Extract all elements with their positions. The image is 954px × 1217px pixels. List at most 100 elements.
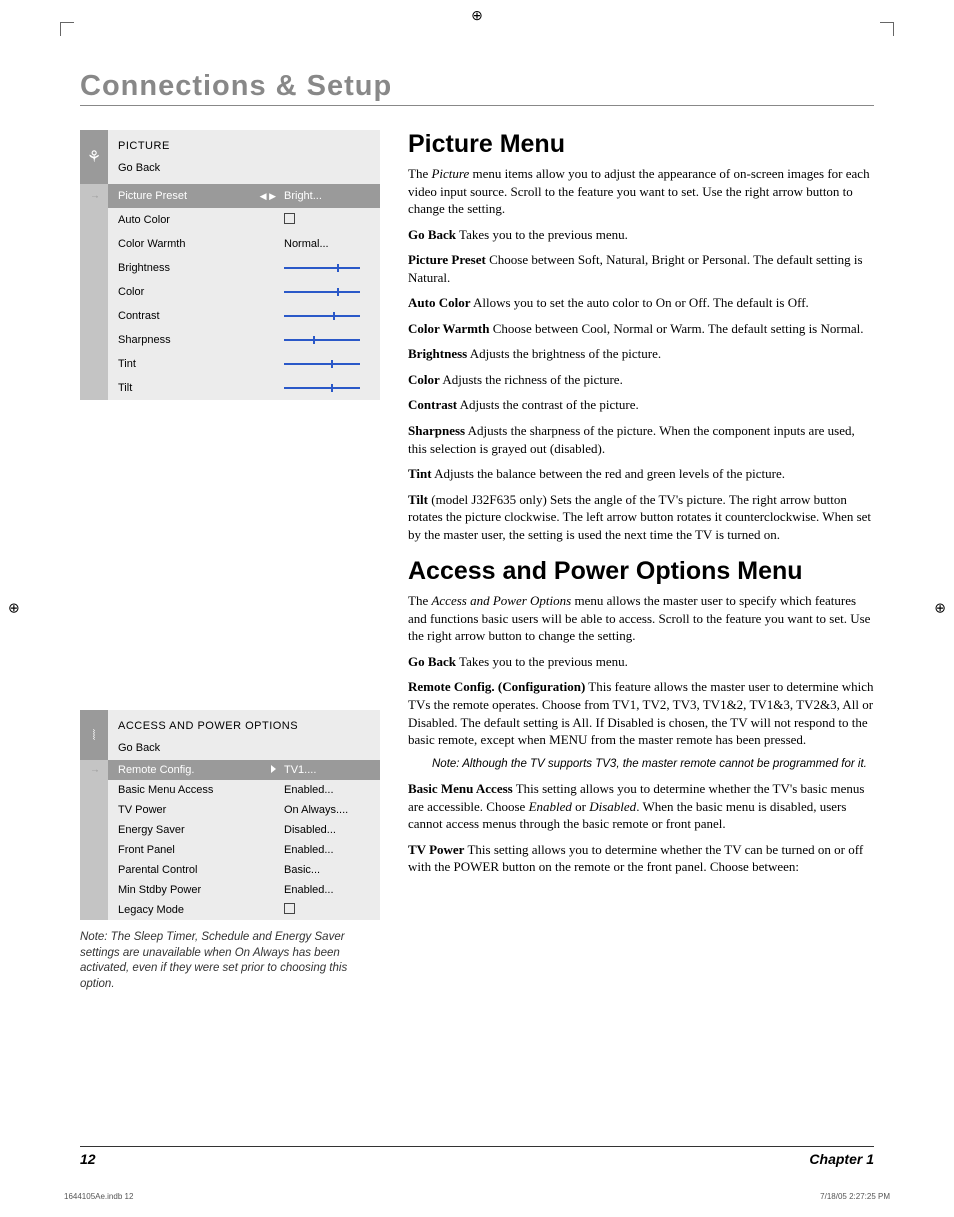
right-column: Picture Menu The Picture menu items allo… [408, 130, 874, 992]
rc-bold: Remote Config. (Configuration) [408, 679, 585, 694]
crop-mark-right: ⊕ [934, 600, 946, 617]
access-intro: The Access and Power Options menu allows… [408, 592, 874, 645]
picture-row-tilt[interactable]: Tilt [80, 376, 380, 400]
row-value: Enabled... [284, 784, 370, 796]
row-value [284, 267, 370, 269]
two-column-layout: ⚘ PICTURE Go Back → Picture Preset ◀ ▶ B… [80, 130, 874, 992]
row-label: Basic Menu Access [118, 784, 284, 796]
row-leftbar [80, 840, 108, 860]
slider-track[interactable] [284, 387, 360, 389]
access-menu-card: ⦚ ACCESS AND POWER OPTIONS Go Back → Rem… [80, 710, 380, 920]
access-row-parental-control[interactable]: Parental ControlBasic... [80, 860, 380, 880]
row-value [284, 363, 370, 365]
print-marks: 1644105Ae.indb 12 7/18/05 2:27:25 PM [64, 1192, 890, 1201]
row-leftbar [80, 860, 108, 880]
cw-text: Choose between Cool, Normal or Warm. The… [490, 321, 864, 336]
tvp-bold: TV Power [408, 842, 464, 857]
tv-power-item: TV Power This setting allows you to dete… [408, 841, 874, 876]
picture-menu-title: PICTURE [118, 140, 370, 152]
goback-text: Takes you to the previous menu. [456, 227, 628, 242]
row-label: TV Power [118, 804, 284, 816]
checkbox-icon[interactable] [284, 903, 295, 914]
tvp-text: This setting allows you to determine whe… [408, 842, 863, 875]
row-value: On Always.... [284, 804, 370, 816]
sharpness-item: Sharpness Adjusts the sharpness of the p… [408, 422, 874, 457]
ac-bold: Auto Color [408, 295, 470, 310]
picture-preset-value: Bright... [284, 190, 370, 202]
slider-thumb[interactable] [331, 360, 333, 368]
picture-row-color-warmth[interactable]: Color WarmthNormal... [80, 232, 380, 256]
picture-row-contrast[interactable]: Contrast [80, 304, 380, 328]
row-value [284, 291, 370, 293]
slider-thumb[interactable] [313, 336, 315, 344]
row-label: Color Warmth [118, 238, 284, 250]
slider-track[interactable] [284, 339, 360, 341]
tilt-item: Tilt (model J32F635 only) Sets the angle… [408, 491, 874, 544]
sh-text: Adjusts the sharpness of the picture. Wh… [408, 423, 855, 456]
corner-mark-tr [880, 22, 894, 36]
row-leftbar [80, 376, 108, 400]
slider-track[interactable] [284, 291, 360, 293]
access-row-basic-menu-access[interactable]: Basic Menu AccessEnabled... [80, 780, 380, 800]
row-label: Parental Control [118, 864, 284, 876]
picture-preset-item: Picture Preset Choose between Soft, Natu… [408, 251, 874, 286]
remote-config-item: Remote Config. (Configuration) This feat… [408, 678, 874, 748]
left-column: ⚘ PICTURE Go Back → Picture Preset ◀ ▶ B… [80, 130, 380, 992]
picture-row-brightness[interactable]: Brightness [80, 256, 380, 280]
remote-config-row[interactable]: → Remote Config. TV1.... [80, 760, 380, 780]
picture-preset-row[interactable]: → Picture Preset ◀ ▶ Bright... [80, 184, 380, 208]
ti-text: Adjusts the balance between the red and … [432, 466, 785, 481]
section-title: Connections & Setup [80, 70, 874, 106]
picture-row-auto-color[interactable]: Auto Color [80, 208, 380, 232]
row-leftbar [80, 800, 108, 820]
slider-track[interactable] [284, 363, 360, 365]
page-footer: 12 Chapter 1 [80, 1146, 874, 1167]
row-leftbar [80, 280, 108, 304]
picture-row-sharpness[interactable]: Sharpness [80, 328, 380, 352]
triangle-right-icon [271, 764, 276, 776]
row-label: Tilt [118, 382, 284, 394]
access-row-legacy-mode[interactable]: Legacy Mode [80, 900, 380, 920]
access-row-front-panel[interactable]: Front PanelEnabled... [80, 840, 380, 860]
bma-enabled-italic: Enabled [529, 799, 572, 814]
row-label: Auto Color [118, 214, 284, 226]
tl-bold: Tilt [408, 492, 428, 507]
tint-item: Tint Adjusts the balance between the red… [408, 465, 874, 483]
row-value: Enabled... [284, 844, 370, 856]
picture-menu-heading: Picture Menu [408, 130, 874, 159]
row-leftbar [80, 780, 108, 800]
slider-track[interactable] [284, 267, 360, 269]
slider-thumb[interactable] [337, 288, 339, 296]
slider-thumb[interactable] [333, 312, 335, 320]
row-arrow-icon: → [90, 765, 100, 776]
access-menu-heading: Access and Power Options Menu [408, 557, 874, 586]
row-arrow-icon: → [90, 191, 100, 202]
picture-row-tint[interactable]: Tint [80, 352, 380, 376]
access-row-min-stdby-power[interactable]: Min Stdby PowerEnabled... [80, 880, 380, 900]
remote-config-note: Note: Although the TV supports TV3, the … [432, 757, 874, 773]
row-leftbar [80, 900, 108, 920]
row-value: Enabled... [284, 884, 370, 896]
left-column-note: Note: The Sleep Timer, Schedule and Ener… [80, 930, 380, 992]
checkbox-icon[interactable] [284, 213, 295, 224]
access-row-tv-power[interactable]: TV PowerOn Always.... [80, 800, 380, 820]
row-label: Color [118, 286, 284, 298]
slider-thumb[interactable] [331, 384, 333, 392]
slider-track[interactable] [284, 315, 360, 317]
access-italic: Access and Power Options [431, 593, 571, 608]
access-row-energy-saver[interactable]: Energy SaverDisabled... [80, 820, 380, 840]
crop-mark-top: ⊕ [471, 8, 483, 25]
row-leftbar [80, 352, 108, 376]
picture-row-color[interactable]: Color [80, 280, 380, 304]
picture-go-back[interactable]: Go Back [118, 162, 370, 174]
co-text: Adjusts the richness of the picture. [440, 372, 623, 387]
slider-thumb[interactable] [337, 264, 339, 272]
row-label: Tint [118, 358, 284, 370]
print-timestamp: 7/18/05 2:27:25 PM [820, 1192, 890, 1201]
ct-bold: Contrast [408, 397, 457, 412]
access-go-back[interactable]: Go Back [118, 742, 370, 754]
ti-bold: Tint [408, 466, 432, 481]
cw-bold: Color Warmth [408, 321, 490, 336]
picture-intro: The Picture menu items allow you to adju… [408, 165, 874, 218]
agb-text: Takes you to the previous menu. [456, 654, 628, 669]
